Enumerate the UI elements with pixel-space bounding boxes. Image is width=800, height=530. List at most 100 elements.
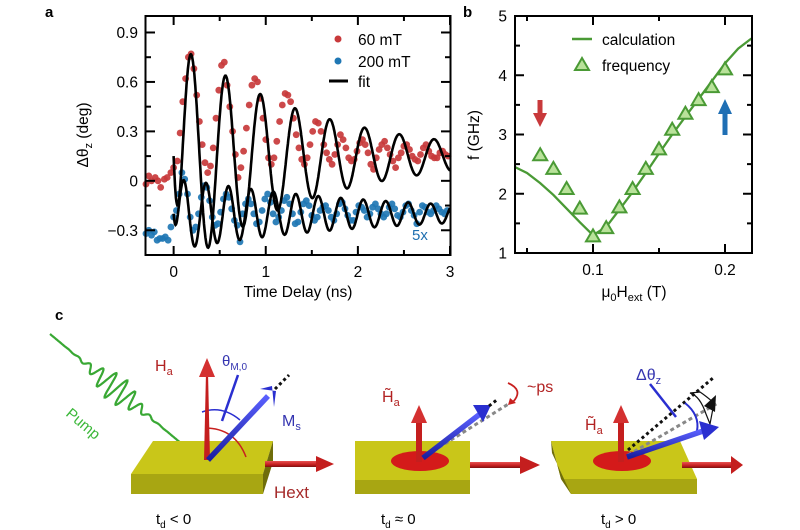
ha-tilde-sub: a	[394, 397, 401, 409]
point-60mt	[243, 124, 250, 132]
y-label-main: Δθ	[75, 149, 92, 168]
y-tick-label: 0.9	[116, 25, 138, 42]
state-label-zero: td ≈ 0	[381, 511, 416, 530]
panel-a-frame	[144, 15, 452, 256]
ha-tilde-text: H̃	[382, 386, 394, 406]
blue-arrow-marker	[718, 99, 732, 135]
ms-arrow-icon	[421, 411, 482, 461]
state-label-after: td > 0	[601, 511, 636, 530]
panel-a-label: a	[45, 4, 54, 21]
frequency-point	[623, 180, 642, 196]
point-60mt	[212, 114, 220, 122]
point-60mt	[314, 119, 322, 127]
point-60mt	[167, 169, 175, 177]
ms-arrow-icon	[205, 394, 271, 462]
panel-b-frame	[514, 15, 753, 254]
frequency-point	[531, 146, 549, 162]
legend-label-frequency: frequency	[602, 58, 670, 75]
point-60mt	[254, 78, 261, 86]
ms-text: M	[282, 413, 295, 430]
fit-line-60mt	[172, 52, 451, 250]
point-60mt	[276, 118, 283, 125]
sample-slab-front	[355, 480, 470, 494]
ha-tilde-arrowhead	[613, 405, 629, 423]
point-200mt	[305, 202, 313, 210]
point-200mt	[302, 197, 310, 205]
frequency-point	[610, 198, 629, 214]
x-tick-label: 2	[354, 264, 363, 281]
ps-label: ~ps	[527, 379, 553, 396]
point-60mt	[292, 131, 300, 139]
ms-arrowhead	[473, 405, 491, 422]
point-60mt	[295, 144, 303, 152]
point-200mt	[416, 208, 423, 216]
point-200mt	[258, 207, 266, 214]
frequency-point	[584, 227, 602, 243]
point-60mt	[317, 127, 325, 135]
point-60mt	[278, 101, 286, 109]
gray-dotted-line	[627, 401, 719, 457]
scale-annotation-5x: 5x	[412, 227, 428, 244]
point-60mt	[154, 177, 162, 185]
theta-sub: M,0	[230, 362, 247, 373]
fit-line-200mt	[172, 178, 452, 248]
point-200mt	[261, 195, 269, 203]
x-tick-label: 0	[169, 264, 178, 281]
point-60mt	[361, 141, 369, 149]
panel-b-chart: 0.1 0.2 1 2 3 4 5 μ0Hext (T) f (GHz) calculati…	[466, 9, 753, 304]
point-60mt	[331, 151, 339, 158]
point-60mt	[163, 174, 171, 181]
x-label-subext: ext	[628, 292, 643, 304]
point-200mt	[167, 223, 175, 231]
point-60mt	[381, 137, 388, 145]
ms-dotted-extension	[273, 373, 291, 391]
point-60mt	[176, 129, 184, 137]
frequency-point	[597, 219, 615, 235]
point-60mt	[328, 160, 336, 168]
panel-a-y-axis-label: Δθz (deg)	[75, 103, 95, 168]
panel-b-legend: calculation frequency	[572, 32, 675, 75]
red-arrow-marker	[533, 100, 547, 127]
frequency-point	[637, 159, 655, 175]
panel-a-chart: 0 1 2 3 −0.3 0 0.3 0.6 0.9 Time Delay (ns) Δθz (…	[75, 15, 454, 301]
point-60mt	[237, 164, 245, 172]
ps-rotation-arrow-icon	[507, 382, 519, 403]
point-60mt	[309, 127, 317, 135]
legend-dot-60mt	[334, 35, 342, 43]
point-200mt	[283, 193, 291, 201]
y-tick-label: 4	[498, 68, 507, 85]
point-60mt	[414, 157, 422, 165]
precession-cone-icon	[689, 391, 715, 427]
ha-tilde-arrow-icon	[416, 420, 422, 462]
legend-label-fit: fit	[358, 74, 371, 91]
pump-label: Pump	[62, 405, 103, 443]
ha-tilde-sub: a	[597, 425, 604, 437]
point-60mt	[245, 101, 253, 109]
sample-slab-front	[131, 474, 263, 494]
t-text: t	[381, 511, 386, 528]
point-60mt	[284, 91, 292, 99]
theta-text: θ	[222, 353, 230, 370]
t-text: t	[601, 511, 606, 528]
x-label-h: H	[617, 284, 628, 301]
theta-pointer	[220, 374, 240, 422]
y-tick-label: 0.6	[116, 74, 138, 91]
y-label-sub: z	[83, 143, 95, 149]
frequency-point	[544, 159, 563, 175]
ha-arrow-icon	[204, 372, 210, 460]
point-200mt	[391, 205, 399, 213]
frequency-point	[689, 91, 708, 107]
point-60mt	[157, 184, 165, 191]
t-sub: d	[160, 520, 166, 530]
point-60mt	[248, 81, 256, 89]
point-60mt	[323, 149, 330, 157]
t-rel: ≈ 0	[391, 511, 416, 528]
point-60mt	[364, 149, 372, 157]
sample-slab-side	[263, 441, 273, 494]
point-60mt	[215, 86, 223, 94]
point-60mt	[173, 157, 181, 165]
ha-tilde-arrowhead	[411, 405, 427, 423]
y-label-unit-text: (deg)	[75, 103, 92, 139]
point-60mt	[209, 144, 217, 152]
x-label-sub0: 0	[610, 292, 616, 304]
